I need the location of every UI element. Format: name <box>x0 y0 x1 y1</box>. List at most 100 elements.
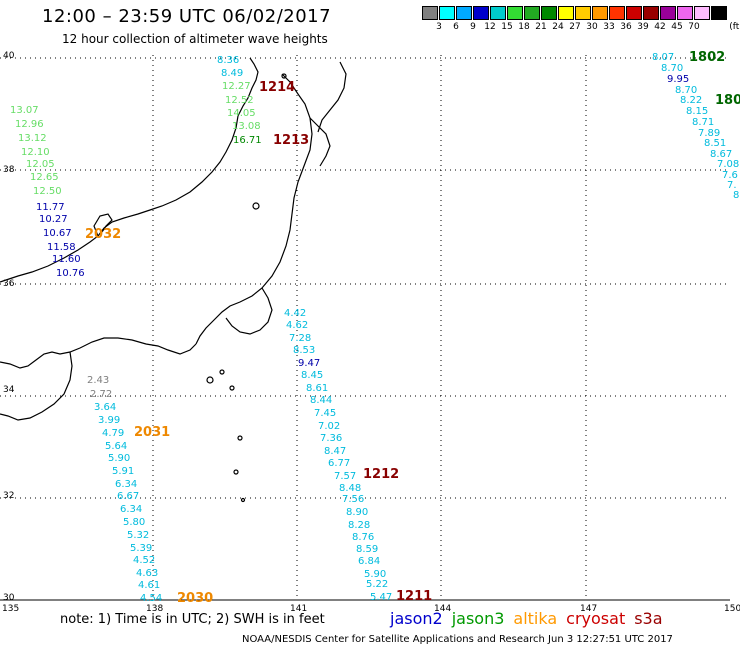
color-swatch <box>541 6 557 20</box>
latitude-label: 34 <box>3 385 15 395</box>
sado-island <box>252 202 260 210</box>
unit-label: (ft) <box>729 22 740 32</box>
longitude-label: 144 <box>434 604 451 614</box>
wave-height-value: 2.43 <box>87 375 109 386</box>
izu-island <box>233 469 239 475</box>
wave-height-value: 10.76 <box>56 268 85 279</box>
wave-height-value: 10.67 <box>43 228 72 239</box>
color-swatch <box>711 6 727 20</box>
color-swatch <box>609 6 625 20</box>
wave-height-value: 14.05 <box>227 108 256 119</box>
wave-height-value: 8.44 <box>310 395 332 406</box>
latitude-label: 30 <box>3 593 15 603</box>
wave-height-value: 4.42 <box>284 308 306 319</box>
color-scale-tick: 30 <box>586 22 598 32</box>
wave-height-value: 5.22 <box>366 579 388 590</box>
wave-height-value: 6.77 <box>328 458 350 469</box>
izu-island <box>206 376 214 384</box>
footnote: note: 1) Time is in UTC; 2) SWH is in fe… <box>60 612 325 627</box>
color-swatch <box>558 6 574 20</box>
wave-height-value: 7.56 <box>342 494 364 505</box>
pass-time-label: 1212 <box>363 467 399 482</box>
wave-height-value: 5.64 <box>105 441 127 452</box>
wave-height-value: 8.59 <box>356 544 378 555</box>
wave-height-value: 8 <box>733 190 739 201</box>
latitude-label: 38 <box>3 165 15 175</box>
satellite-name: cryosat <box>566 609 626 628</box>
longitude-label: 135 <box>2 604 19 614</box>
tokyo-bay <box>225 287 273 335</box>
longitude-labels: 135 138 141 144 147 150 <box>2 604 740 614</box>
wave-height-value: 11.77 <box>36 202 65 213</box>
page-title: 12:00 – 23:59 UTC 06/02/2017 <box>42 6 332 27</box>
wave-height-value: 12.10 <box>21 147 50 158</box>
east-coast <box>195 73 313 345</box>
wave-height-value: 8.48 <box>339 483 361 494</box>
izu-coast <box>0 337 197 369</box>
satellite-name: s3a <box>634 609 663 628</box>
color-swatch <box>626 6 642 20</box>
wave-height-value: 8.70 <box>661 63 683 74</box>
wave-height-value: 5.32 <box>127 530 149 541</box>
satellite-name: jason2 <box>390 609 443 628</box>
izu-island <box>240 497 246 503</box>
wave-height-value: 5.91 <box>112 466 134 477</box>
wave-height-value: 8.47 <box>324 446 346 457</box>
izu-island <box>219 369 225 375</box>
wave-height-value: 13.07 <box>10 105 39 116</box>
wave-height-value: 8.90 <box>346 507 368 518</box>
wave-height-value: 5.47 <box>370 592 392 603</box>
wave-height-value: 4.52 <box>133 555 155 566</box>
color-scale-tick: 33 <box>603 22 615 32</box>
wave-height-value: 7.89 <box>698 128 720 139</box>
wave-height-value: 12.27 <box>222 81 251 92</box>
wave-height-value: 12.05 <box>26 159 55 170</box>
pass-time-label: 2030 <box>177 591 213 606</box>
wave-height-value: 3.64 <box>94 402 116 413</box>
wave-height-value: 8.28 <box>348 520 370 531</box>
wave-height-value: 7.28 <box>289 333 311 344</box>
color-scale-tick: 70 <box>688 22 700 32</box>
wave-height-value: 4.54 <box>140 593 162 604</box>
wave-height-value: 7.36 <box>320 433 342 444</box>
color-swatch <box>643 6 659 20</box>
wave-height-value: 12.50 <box>33 186 62 197</box>
satellite-name: jason3 <box>451 609 505 628</box>
wave-height-value: 10.27 <box>39 214 68 225</box>
credit-line: NOAA/NESDIS Center for Satellite Applica… <box>242 634 673 645</box>
color-swatch <box>660 6 676 20</box>
wave-height-value: 9.47 <box>298 358 320 369</box>
wave-height-value: 5.39 <box>130 543 152 554</box>
latitude-label: 36 <box>3 279 15 289</box>
wave-height-value: 8.70 <box>675 85 697 96</box>
wave-height-value: 7.57 <box>334 471 356 482</box>
wave-height-value: 12.52 <box>225 95 254 106</box>
graticule <box>0 55 730 600</box>
small-island <box>281 73 287 79</box>
color-scale-tick: 39 <box>637 22 649 32</box>
color-swatch <box>694 6 710 20</box>
wave-height-value: 11.60 <box>52 254 81 265</box>
longitude-label: 141 <box>290 604 307 614</box>
longitude-label: 147 <box>580 604 597 614</box>
wave-height-value: 11.58 <box>47 242 76 253</box>
color-scale-tick: 27 <box>569 22 581 32</box>
wave-height-value: 7.45 <box>314 408 336 419</box>
wave-height-value: 8.45 <box>301 370 323 381</box>
wave-height-value: 8.67 <box>710 149 732 160</box>
north-island <box>317 61 347 133</box>
pass-time-label: 2031 <box>134 425 170 440</box>
color-scale-tick: 45 <box>671 22 683 32</box>
wave-height-value: 8.36 <box>217 55 239 66</box>
wave-height-value: 6.34 <box>115 479 137 490</box>
pass-time-label: 1211 <box>396 589 432 604</box>
page-subtitle: 12 hour collection of altimeter wave hei… <box>62 32 328 46</box>
satellite-legend: jason2 jason3 altika cryosat s3a <box>390 609 672 628</box>
wave-height-value: 4.79 <box>102 428 124 439</box>
color-swatch <box>422 6 438 20</box>
color-scale-tick: 24 <box>552 22 564 32</box>
color-swatch <box>439 6 455 20</box>
color-scale-tick: 15 <box>501 22 513 32</box>
wave-height-value: 4.62 <box>286 320 308 331</box>
